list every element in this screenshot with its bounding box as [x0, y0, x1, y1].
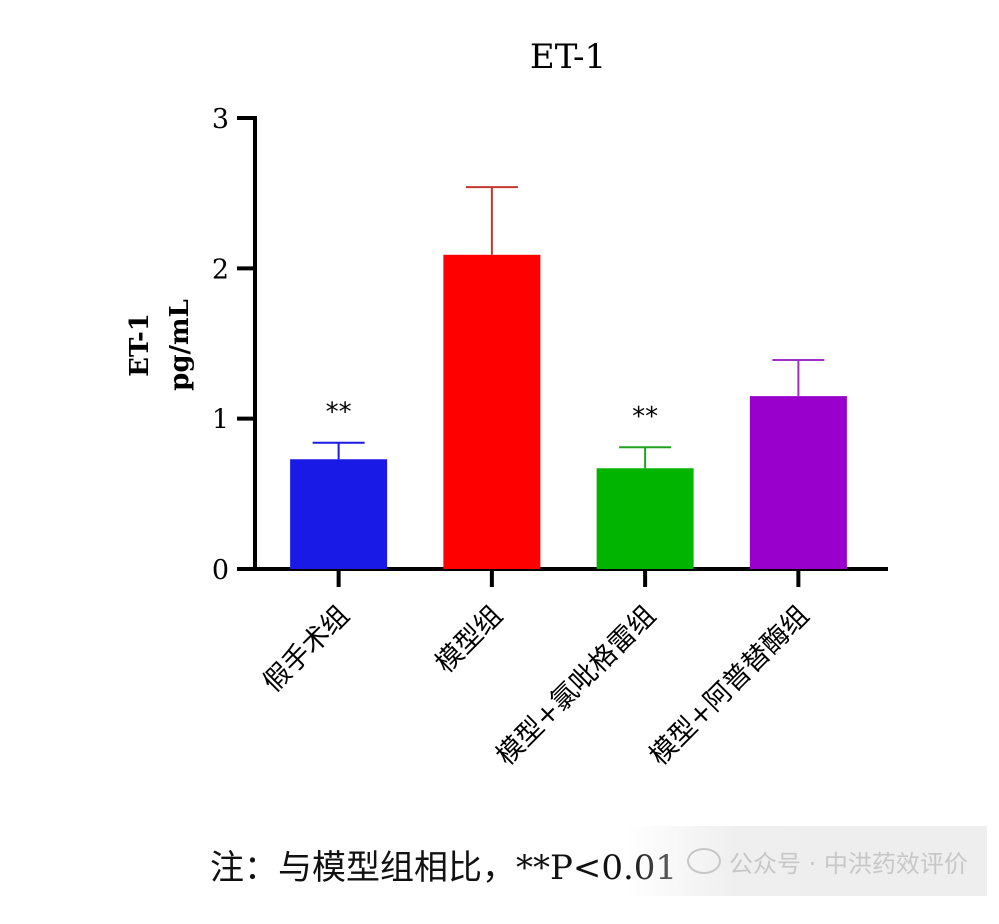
- y-axis-label-line1: ET-1: [125, 313, 155, 377]
- y-tick-label: 1: [212, 405, 229, 436]
- significance-label: **: [326, 398, 352, 428]
- y-tick-label: 3: [212, 104, 229, 135]
- bar: [443, 254, 541, 569]
- bar: [749, 396, 847, 569]
- x-tick-label: 假手术组: [257, 600, 355, 698]
- bar: [290, 459, 388, 569]
- y-tick-label: 0: [212, 555, 229, 586]
- chart-title: ET-1: [530, 37, 606, 77]
- x-tick-label: 模型组: [430, 600, 509, 679]
- significance-label: **: [632, 402, 658, 432]
- footnote: 注：与模型组相比，**P<0.01: [210, 848, 678, 888]
- y-tick-label: 2: [212, 254, 229, 285]
- wechat-icon: [687, 848, 721, 874]
- y-axis-label: ET-1 pg/mL: [125, 299, 195, 391]
- watermark-text: 公众号 · 中洪药效评价: [729, 849, 968, 878]
- x-tick-label: 模型+阿普替酶组: [644, 600, 816, 772]
- bar: [596, 468, 694, 569]
- y-axis-label-line2: pg/mL: [165, 299, 195, 391]
- x-tick-label: 模型+氯吡格雷组: [491, 600, 663, 772]
- watermark: 公众号 · 中洪药效评价: [627, 826, 987, 896]
